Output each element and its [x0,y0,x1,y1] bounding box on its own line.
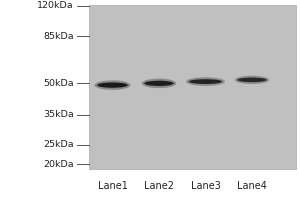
Text: Lane4: Lane4 [237,181,267,191]
Ellipse shape [189,79,222,84]
Bar [88,5,296,169]
Ellipse shape [144,81,174,86]
Ellipse shape [94,80,130,90]
Ellipse shape [235,76,269,84]
Ellipse shape [186,77,225,86]
Ellipse shape [97,82,128,88]
Text: 25kDa: 25kDa [43,140,74,149]
Text: 35kDa: 35kDa [43,110,74,119]
Text: 120kDa: 120kDa [37,1,74,10]
Text: Lane3: Lane3 [190,181,220,191]
Text: Lane2: Lane2 [144,181,174,191]
Text: Lane1: Lane1 [98,181,128,191]
Text: 50kDa: 50kDa [43,79,74,88]
Ellipse shape [237,78,267,82]
Text: 20kDa: 20kDa [43,160,74,169]
Text: 85kDa: 85kDa [43,32,74,41]
Ellipse shape [142,79,176,88]
